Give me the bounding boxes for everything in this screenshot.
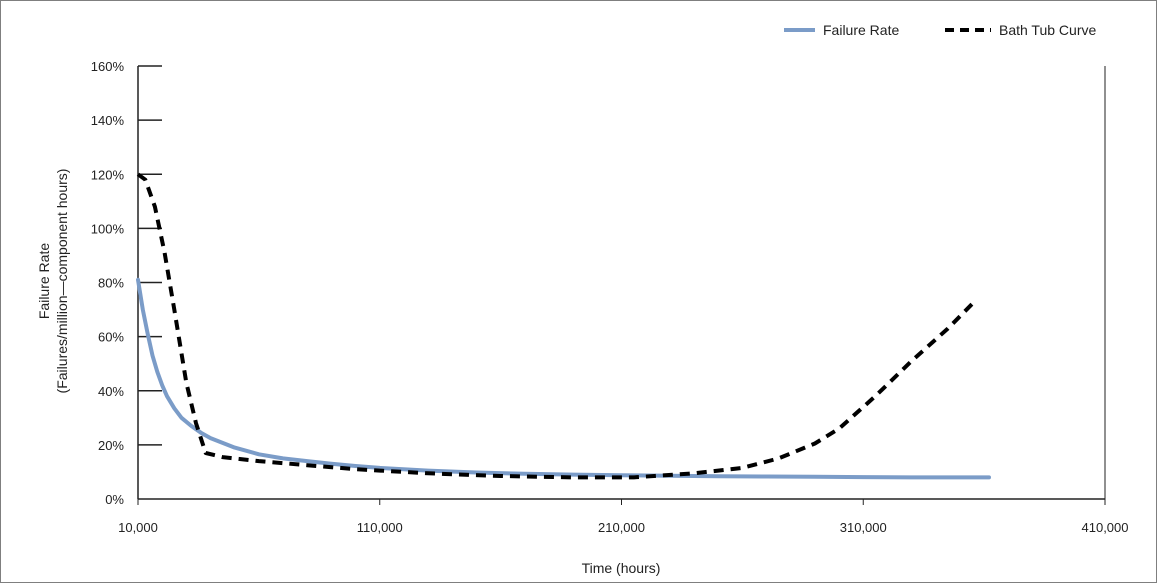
y-axis-title-line-1: Failure Rate xyxy=(36,243,52,319)
x-tick-label: 10,000 xyxy=(118,520,158,535)
x-tick-label: 110,000 xyxy=(357,520,403,535)
series-line-bath-tub-curve xyxy=(136,172,974,480)
y-tick-label: 120% xyxy=(91,167,125,182)
y-axis-ticks: 0% 20% 40% 60% 80% 100% 120% 140% 160% xyxy=(91,59,162,507)
y-tick-label: 40% xyxy=(98,384,124,399)
y-axis-title: Failure Rate (Failures/million—component… xyxy=(36,169,70,394)
x-axis-ticks: 10,000 110,000 210,000 310,000 410,000 xyxy=(118,499,1129,535)
y-tick-label: 160% xyxy=(91,59,125,74)
legend: Failure Rate Bath Tub Curve xyxy=(784,22,1096,38)
x-tick-label: 310,000 xyxy=(840,520,887,535)
y-tick-label: 60% xyxy=(98,330,124,345)
y-axis-title-line-2: (Failures/million—component hours) xyxy=(54,169,70,394)
series-line-failure-rate xyxy=(136,277,991,480)
y-tick-label: 0% xyxy=(105,492,124,507)
x-tick-label: 210,000 xyxy=(598,520,645,535)
y-tick-label: 80% xyxy=(98,276,124,291)
legend-label-failure-rate: Failure Rate xyxy=(823,22,899,38)
y-tick-label: 100% xyxy=(91,221,125,236)
y-tick-label: 140% xyxy=(91,113,125,128)
series-layer xyxy=(136,172,991,480)
x-tick-label: 410,000 xyxy=(1082,520,1129,535)
legend-label-bath-tub-curve: Bath Tub Curve xyxy=(999,22,1096,38)
x-axis-title: Time (hours) xyxy=(582,560,661,576)
y-tick-label: 20% xyxy=(98,438,124,453)
